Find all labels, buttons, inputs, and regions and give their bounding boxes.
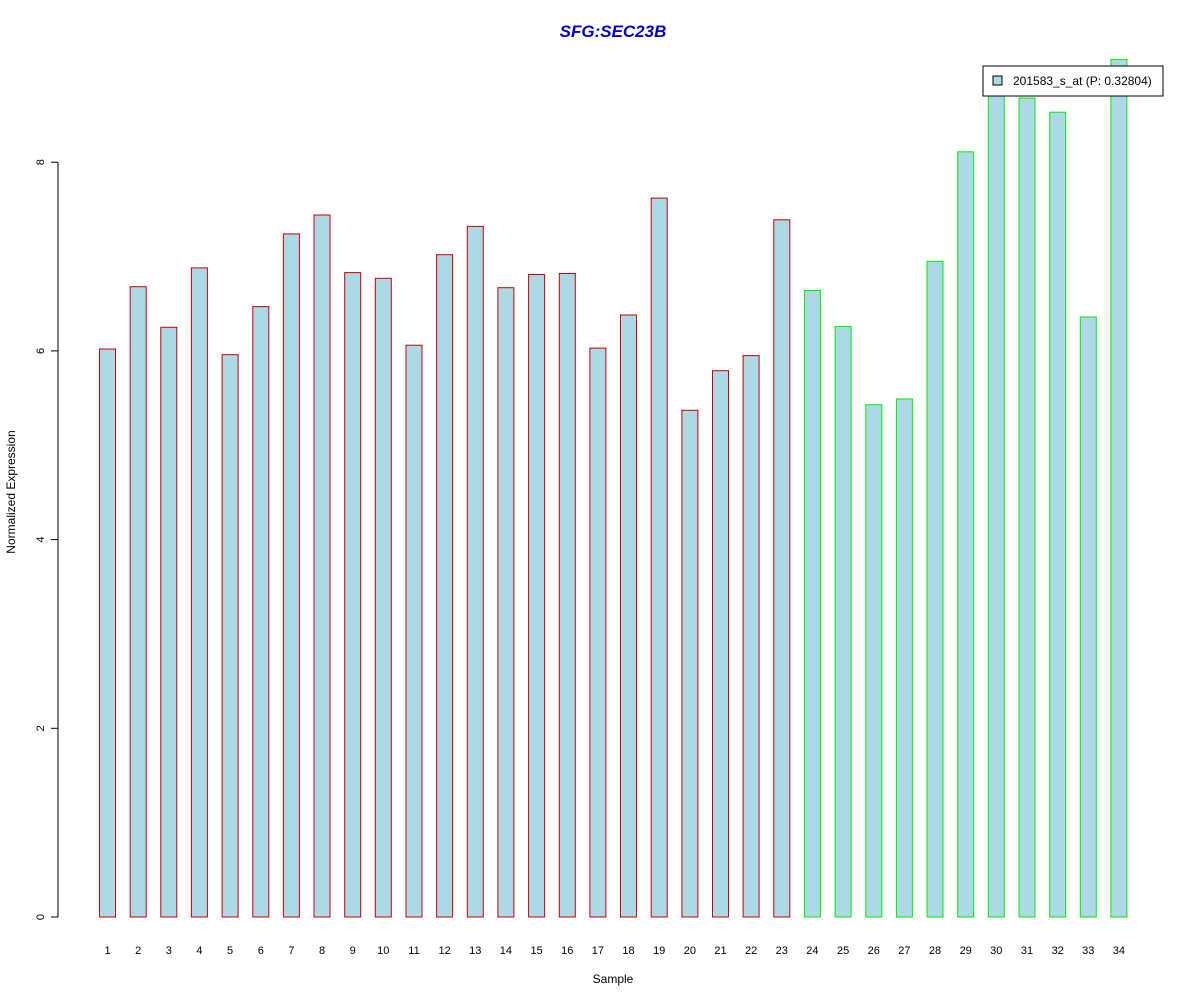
x-tick-labels: 1 2 3 4 5 6 7 8 9 10 11 12 13 14 15 16 17 18 19 20 21 22 23 24 2… bbox=[104, 945, 1125, 957]
bar-sample-25 bbox=[834, 325, 852, 918]
bar-sample-5 bbox=[221, 354, 239, 918]
bar-sample-33 bbox=[1079, 316, 1097, 918]
x-tick-label: 10 bbox=[377, 945, 389, 957]
x-tick-label: 18 bbox=[622, 945, 634, 957]
chart-title: SFG:SEC23B bbox=[560, 22, 667, 41]
x-tick-label: 16 bbox=[561, 945, 573, 957]
bar-sample-4 bbox=[190, 267, 208, 918]
x-tick-label: 26 bbox=[868, 945, 880, 957]
bars bbox=[99, 58, 1128, 918]
y-axis: 0 2 4 6 8 bbox=[35, 159, 59, 920]
x-tick-label: 9 bbox=[350, 945, 356, 957]
y-tick-label: 0 bbox=[35, 914, 47, 920]
bar-sample-2 bbox=[129, 286, 147, 918]
x-tick-label: 11 bbox=[408, 945, 419, 957]
x-tick-label: 17 bbox=[592, 945, 604, 957]
bar-sample-31 bbox=[1018, 97, 1036, 918]
x-tick-label: 4 bbox=[196, 945, 202, 957]
x-tick-label: 28 bbox=[929, 945, 941, 957]
bar-sample-12 bbox=[436, 254, 454, 918]
x-tick-label: 34 bbox=[1113, 945, 1125, 957]
x-tick-label: 19 bbox=[653, 945, 665, 957]
bar-sample-20 bbox=[681, 409, 699, 918]
bar-sample-32 bbox=[1049, 111, 1067, 918]
x-tick-label: 14 bbox=[500, 945, 512, 957]
x-tick-label: 6 bbox=[258, 945, 264, 957]
x-tick-label: 33 bbox=[1082, 945, 1094, 957]
bar-sample-3 bbox=[160, 326, 178, 918]
bar-sample-30 bbox=[987, 87, 1005, 918]
legend-box bbox=[982, 65, 1164, 97]
x-tick-label: 15 bbox=[530, 945, 542, 957]
x-tick-label: 8 bbox=[319, 945, 325, 957]
bar-sample-23 bbox=[773, 219, 791, 918]
x-tick-label: 5 bbox=[227, 945, 233, 957]
x-tick-label: 32 bbox=[1052, 945, 1064, 957]
x-tick-label: 7 bbox=[288, 945, 294, 957]
bar-sample-14 bbox=[497, 287, 515, 918]
bar-sample-15 bbox=[528, 274, 546, 918]
x-tick-label: 30 bbox=[990, 945, 1002, 957]
x-tick-label: 29 bbox=[960, 945, 972, 957]
x-tick-label: 23 bbox=[776, 945, 788, 957]
x-tick-label: 12 bbox=[438, 945, 450, 957]
y-tick-label: 2 bbox=[35, 725, 47, 731]
legend: 201583_s_at (P: 0.32804) bbox=[982, 65, 1164, 97]
bar-sample-34 bbox=[1110, 58, 1128, 918]
legend-swatch bbox=[992, 75, 1003, 86]
x-axis-label: Sample bbox=[593, 972, 634, 986]
bar-sample-11 bbox=[405, 344, 423, 918]
legend-label: 201583_s_at (P: 0.32804) bbox=[1013, 74, 1152, 88]
x-tick-label: 27 bbox=[898, 945, 910, 957]
y-tick-label: 8 bbox=[35, 159, 47, 165]
x-tick-label: 31 bbox=[1021, 945, 1033, 957]
bar-sample-28 bbox=[926, 260, 944, 918]
bar-sample-7 bbox=[282, 233, 300, 918]
bar-sample-10 bbox=[374, 277, 392, 918]
bar-sample-1 bbox=[99, 348, 116, 918]
x-tick-label: 24 bbox=[806, 945, 818, 957]
x-tick-label: 20 bbox=[684, 945, 696, 957]
x-tick-label: 3 bbox=[166, 945, 172, 957]
bar-sample-22 bbox=[742, 355, 760, 918]
bar-sample-27 bbox=[895, 398, 913, 918]
bar-sample-16 bbox=[558, 273, 576, 918]
bar-sample-17 bbox=[589, 347, 607, 918]
y-axis-label: Normalized Expression bbox=[4, 430, 18, 553]
bar-sample-13 bbox=[466, 225, 484, 918]
bar-sample-8 bbox=[313, 214, 331, 918]
bar-sample-9 bbox=[344, 272, 362, 918]
x-tick-label: 13 bbox=[469, 945, 481, 957]
x-tick-label: 22 bbox=[745, 945, 757, 957]
y-tick-label: 6 bbox=[35, 348, 47, 354]
bar-sample-24 bbox=[803, 290, 821, 918]
bar-sample-21 bbox=[712, 370, 729, 918]
bar-sample-29 bbox=[957, 151, 975, 918]
bar-sample-26 bbox=[865, 404, 883, 918]
x-tick-label: 21 bbox=[714, 945, 726, 957]
bar-sample-19 bbox=[650, 197, 668, 918]
x-tick-label: 2 bbox=[135, 945, 141, 957]
bar-sample-18 bbox=[620, 314, 637, 918]
y-tick-label: 4 bbox=[35, 537, 47, 543]
x-tick-label: 25 bbox=[837, 945, 849, 957]
bar-sample-6 bbox=[252, 306, 270, 918]
x-tick-label: 1 bbox=[104, 945, 110, 957]
